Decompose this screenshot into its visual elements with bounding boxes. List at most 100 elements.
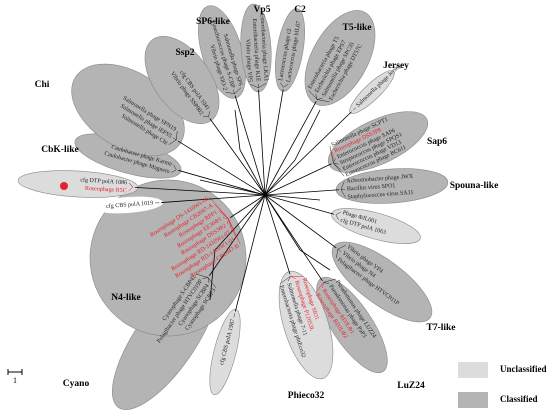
branch [299,249,331,271]
clade-shape [93,196,163,214]
branch [264,194,337,249]
leaf-branch [335,211,341,216]
clade-label: LuZ24 [397,381,425,391]
branch [209,118,266,196]
leaf-label: Bacillus virus SPO1 [347,183,396,192]
leaf-label: Staphylococcus virus SA11 [347,190,413,201]
leaf-branch [228,218,241,245]
leaf-branch [340,181,345,190]
leaf-branch [233,313,236,318]
leaf-branch [337,244,346,250]
clade-label: T7-like [426,323,455,333]
leaf-branch [202,277,209,279]
leaf-branch [329,146,334,163]
legend-label: Unclassified [500,364,547,374]
clade-label: C2 [294,5,306,15]
leaf-label: cfg DTP polA 1086 [80,177,127,187]
branch [264,89,284,196]
leaf-label: Achromobacter phage JWX [346,174,414,185]
leaf-branch [250,83,259,88]
leaf-branch [233,89,235,94]
leaf-branch [173,164,177,170]
highlight-dot [60,182,68,190]
leaf-branch [195,273,209,278]
leaf-branch [333,162,342,171]
branch [234,95,266,196]
scale-label: 1 [13,376,17,385]
branch [178,169,266,196]
leaf-branch [352,107,356,111]
leaf-branch [323,278,336,283]
leaf-branch [176,131,178,141]
leaf-branch [280,82,284,88]
leaf-branch [227,218,229,225]
leaf-branch [234,87,242,94]
clade-label: Cyano [63,379,90,389]
leaf-branch [290,275,296,280]
clade-label: Ssp2 [175,48,194,58]
leaf-branch [308,90,318,100]
legend-label: Classified [500,394,538,404]
branch [214,194,266,251]
leaf-branch [333,162,345,177]
clade-label: Spouna-like [450,181,499,191]
branch [264,101,317,196]
clade-label: Jersey [383,61,409,71]
branch [229,194,266,218]
branch [264,111,352,196]
legend-swatch [458,362,488,378]
branch [208,194,266,277]
branch [234,109,241,151]
leaf-branch [340,189,346,198]
leaf-branch [222,217,229,219]
branch [234,194,266,312]
branch [264,194,323,282]
leaf-branch [225,91,235,94]
branch [258,89,266,196]
leaf-label: Roseophage R5C [85,186,127,194]
leaf-branch [333,162,339,165]
leaf-label: Enterobacteria phage K1E [251,18,261,82]
leaf-branch [322,282,324,289]
leaf-branch [332,152,334,163]
clade-label: T5-like [342,23,371,33]
branch [199,179,266,196]
clade-shapes [17,3,449,410]
leaf-branch [203,115,209,118]
leaf-branch [336,249,339,259]
leaf-branch [283,83,289,88]
leaf-branch [172,137,177,141]
clade-label: CbK-like [41,145,78,155]
leaf-branch [287,276,291,282]
leaf-branch [337,248,342,252]
branch [264,159,296,196]
leaf-branch [207,277,210,284]
branch [177,140,266,196]
leaf-branch [228,218,232,232]
leaf-branch [258,83,267,88]
leaf-branch [128,187,134,192]
branch [209,249,216,301]
leaf-branch [218,210,229,219]
leaf-label: Vibrio phage VP5 [244,39,253,82]
leaf-branch [315,282,324,293]
clade-label: Sap6 [427,137,447,147]
clade-label: N4-like [111,293,141,303]
branch [134,186,266,196]
leaf-branch [209,197,229,219]
clade-label: Phieco32 [288,391,325,401]
leaf-branch [207,277,216,288]
leaf-branch [335,214,339,220]
branches [128,82,356,318]
clade-label: Vp5 [254,5,271,15]
leaf-branch [323,282,330,284]
branch [239,149,266,196]
branch [264,194,291,275]
branch [264,194,321,201]
branch [264,163,332,196]
leaf-branch [128,182,134,188]
leaf-label: cfg CBS polA 1019 [106,200,154,210]
leaf-branch [208,111,210,117]
leaf-branch [280,275,291,284]
